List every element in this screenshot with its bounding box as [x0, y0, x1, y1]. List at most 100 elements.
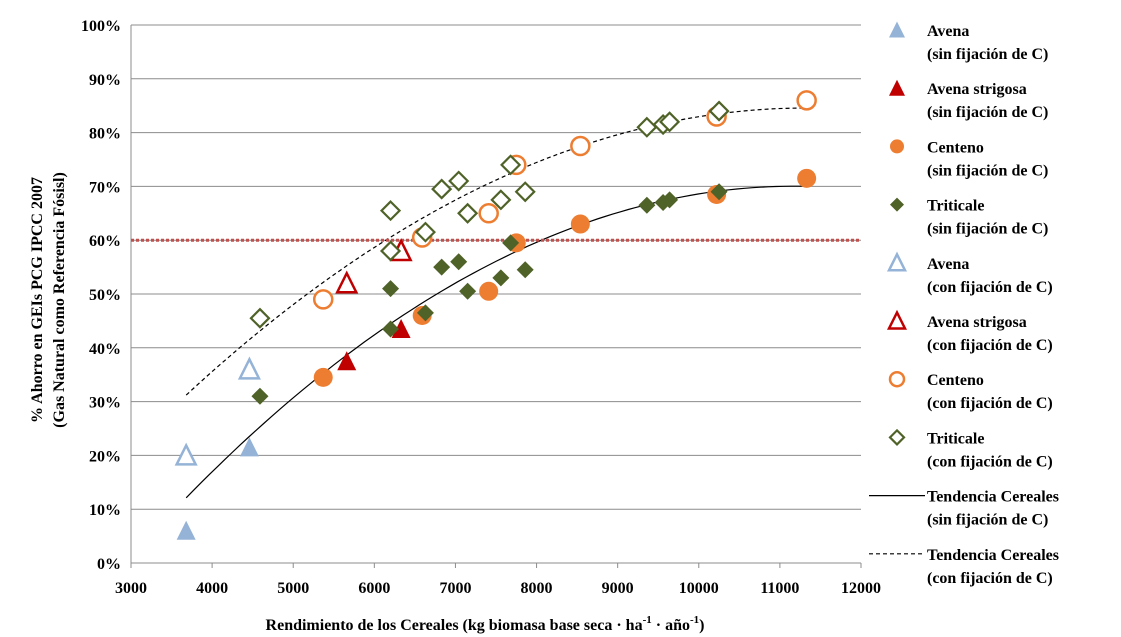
- x-axis-title-sup1: -1: [643, 614, 652, 626]
- legend-sublabel: (sin fijación de C): [927, 162, 1048, 179]
- trendline-layer: [185, 107, 807, 499]
- data-point-triticale-con: [636, 116, 658, 138]
- y-tick-label: 0%: [97, 556, 121, 573]
- legend-label: Avena: [927, 23, 969, 40]
- data-point-centeno-sin: [479, 281, 499, 301]
- y-tick-label: 30%: [89, 395, 121, 412]
- x-tick-label: 5000: [277, 580, 309, 597]
- legend-label: Avena strigosa: [927, 314, 1027, 331]
- data-point-triticale-sin: [492, 269, 510, 287]
- data-point-avena-sin: [176, 520, 196, 540]
- y-tick-label: 90%: [89, 72, 121, 89]
- legend-sublabel: (sin fijación de C): [927, 221, 1048, 238]
- data-point-avena-sin: [239, 437, 259, 457]
- data-point-triticale-sin: [638, 196, 656, 214]
- x-axis-title-sup2: -1: [690, 614, 699, 626]
- y-tick-label: 80%: [89, 126, 121, 143]
- x-tick-label: 11000: [760, 580, 799, 597]
- legend-label: Centeno: [927, 139, 984, 156]
- y-axis-title: % Ahorro en GEIs PCG IPCC 2007 (Gas Natu…: [29, 172, 68, 428]
- legend-sublabel: (con fijación de C): [927, 395, 1053, 412]
- data-point-triticale-sin: [450, 253, 468, 271]
- axis-layer: 0% 10% 20% 30% 40% 50% 60% 70% 80% 90% 100% 3000 400…: [81, 18, 881, 597]
- data-point-triticale-con: [431, 178, 453, 200]
- x-tick-label: 10000: [679, 580, 719, 597]
- x-tick-label: 7000: [439, 580, 471, 597]
- data-point-triticale-con: [659, 111, 681, 133]
- data-point-triticale-sin: [433, 258, 451, 276]
- x-tick-label: 9000: [602, 580, 634, 597]
- legend-marker-6: [888, 370, 906, 388]
- legend-marker-5: [886, 309, 908, 330]
- x-axis-title-prefix: Rendimiento de los Cereales (kg biomasa …: [266, 617, 643, 634]
- data-point-triticale-con: [379, 240, 402, 262]
- legend-label: Avena: [927, 256, 969, 273]
- data-point-centeno-sin: [313, 367, 333, 387]
- data-point-triticale-con: [457, 202, 479, 224]
- legend-sublabel: (con fijación de C): [927, 337, 1053, 354]
- data-point-triticale-sin: [661, 191, 679, 209]
- legend-label: Triticale: [927, 198, 984, 215]
- legend-marker-7: [888, 428, 906, 446]
- legend-sublabel: (sin fijación de C): [927, 104, 1048, 121]
- data-point-centeno-con: [796, 90, 817, 111]
- x-tick-label: 4000: [196, 580, 228, 597]
- data-point-centeno-con: [570, 135, 591, 157]
- data-point-triticale-con: [414, 221, 436, 243]
- y-tick-label: 50%: [89, 287, 121, 304]
- data-point-avena-con: [174, 442, 198, 466]
- data-point-triticale-sin: [382, 280, 400, 298]
- trendline-with-c-fixation: [185, 107, 807, 396]
- trendline-without-c-fixation: [185, 185, 807, 499]
- x-tick-label: 3000: [115, 580, 147, 597]
- data-point-centeno-sin: [797, 168, 817, 188]
- data-point-triticale-con: [490, 189, 512, 211]
- x-tick-label: 8000: [521, 580, 553, 597]
- y-tick-label: 70%: [89, 179, 121, 196]
- legend-sublabel: (con fijación de C): [927, 279, 1053, 296]
- data-point-avena-strigosa-sin: [337, 351, 357, 371]
- data-point-centeno-sin: [570, 214, 590, 234]
- y-tick-label: 20%: [89, 448, 121, 465]
- legend-marker-0: [889, 21, 905, 38]
- x-axis-title: Rendimiento de los Cereales (kg biomasa …: [266, 614, 705, 634]
- x-axis-title-mid: · año: [652, 617, 690, 634]
- data-point-triticale-sin: [502, 234, 520, 252]
- legend-marker-1: [889, 79, 905, 96]
- legend-marker-2: [890, 139, 904, 154]
- data-point-triticale-sin: [710, 183, 728, 201]
- legend-label: Tendencia Cereales: [927, 489, 1059, 506]
- marker-layer: [174, 90, 817, 540]
- data-point-triticale-sin: [459, 282, 477, 300]
- y-tick-label: 60%: [89, 233, 121, 250]
- y-tick-label: 10%: [89, 502, 121, 519]
- legend-label: Centeno: [927, 372, 984, 389]
- data-point-triticale-sin: [251, 387, 269, 405]
- data-point-triticale-con: [500, 154, 522, 176]
- x-tick-label: 12000: [841, 580, 881, 597]
- data-point-centeno-con: [478, 203, 499, 224]
- legend-label: Tendencia Cereales: [927, 547, 1059, 564]
- legend: Avena (sin fijación de C) Avena strigosa (s…: [869, 21, 1059, 587]
- legend-sublabel: (sin fijación de C): [927, 512, 1048, 529]
- y-axis-title-line1: % Ahorro en GEIs PCG IPCC 2007: [29, 177, 46, 423]
- data-point-triticale-con: [249, 307, 271, 329]
- y-tick-label: 40%: [89, 341, 121, 358]
- legend-label: Triticale: [927, 430, 984, 447]
- data-point-triticale-con: [708, 100, 730, 122]
- legend-sublabel: (con fijación de C): [927, 453, 1053, 470]
- data-point-triticale-con: [514, 181, 536, 203]
- data-point-triticale-sin: [382, 320, 400, 338]
- data-point-triticale-sin: [516, 261, 534, 279]
- x-axis-title-suffix: ): [699, 617, 704, 634]
- data-point-avena-con: [237, 356, 261, 380]
- data-point-centeno-con: [312, 289, 334, 310]
- data-point-triticale-sin: [416, 304, 434, 322]
- legend-marker-3: [890, 197, 904, 212]
- data-point-triticale-con: [448, 170, 470, 192]
- data-point-triticale-con: [379, 200, 402, 222]
- x-tick-label: 6000: [358, 580, 390, 597]
- data-point-avena-strigosa-con: [335, 270, 359, 294]
